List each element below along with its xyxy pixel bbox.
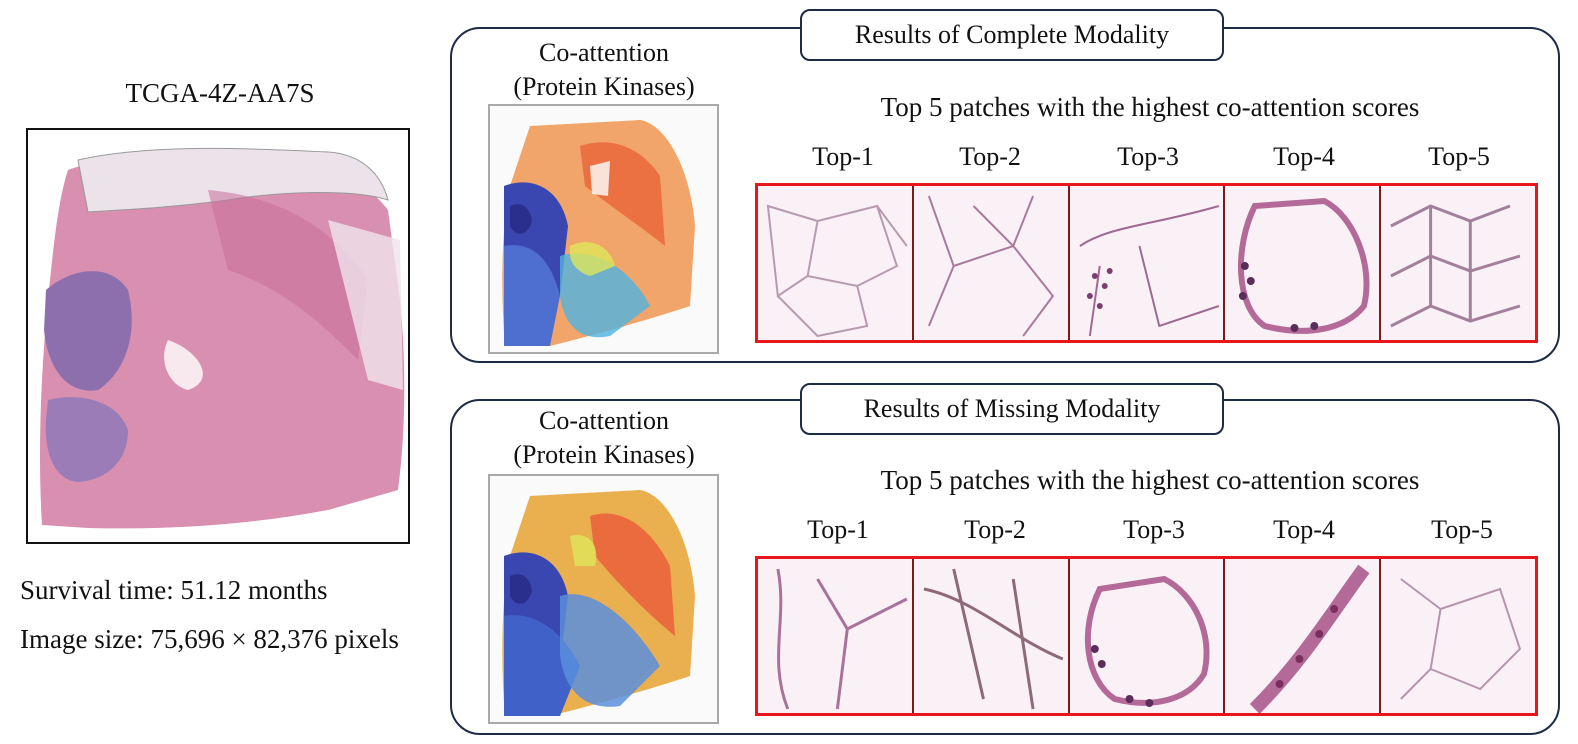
top-patches-caption-missing: Top 5 patches with the highest co-attent… xyxy=(880,465,1420,495)
top-patches-caption-complete: Top 5 patches with the highest co-attent… xyxy=(880,92,1420,122)
panel-title-missing: Results of Missing Modality xyxy=(800,383,1224,435)
patch-strip-missing xyxy=(755,556,1538,716)
coattention-heatmap-complete xyxy=(488,104,719,354)
coattention-heatmap-missing xyxy=(488,474,719,724)
patch-image-top4 xyxy=(1225,186,1382,340)
patch-label-top4: Top-4 xyxy=(1273,515,1335,544)
patch-image-top2 xyxy=(913,186,1070,340)
coattention-label-line2: (Protein Kinases) xyxy=(513,72,695,101)
panel-title-complete: Results of Complete Modality xyxy=(800,9,1224,61)
patch-label-top5: Top-5 xyxy=(1431,515,1493,544)
patch-image-top2 xyxy=(913,559,1070,713)
patch-label-top5: Top-5 xyxy=(1428,142,1490,171)
heatmap-shape xyxy=(502,120,695,346)
patch-label-top1: Top-1 xyxy=(812,142,874,171)
patch-image-top3 xyxy=(1069,559,1226,713)
coattention-label-line1: Co-attention xyxy=(539,38,669,67)
image-size-text: Image size: 75,696 × 82,376 pixels xyxy=(20,624,399,654)
whole-slide-image xyxy=(26,128,410,544)
survival-time-text: Survival time: 51.12 months xyxy=(20,575,328,605)
patch-label-top1: Top-1 xyxy=(807,515,869,544)
coattention-label-missing: Co-attention (Protein Kinases) xyxy=(488,404,720,472)
heatmap-shape xyxy=(502,490,695,716)
patch-strip-complete xyxy=(755,183,1538,343)
patch-image-top3 xyxy=(1069,186,1226,340)
patch-image-top4 xyxy=(1225,559,1382,713)
coattention-label-line2: (Protein Kinases) xyxy=(513,440,695,469)
coattention-label-complete: Co-attention (Protein Kinases) xyxy=(488,36,720,104)
patch-image-top1 xyxy=(758,186,914,340)
coattention-label-line1: Co-attention xyxy=(539,406,669,435)
patch-label-top2: Top-2 xyxy=(959,142,1021,171)
patch-label-top2: Top-2 xyxy=(964,515,1026,544)
case-id-title: TCGA-4Z-AA7S xyxy=(125,78,315,108)
patch-label-top3: Top-3 xyxy=(1123,515,1185,544)
patch-label-top4: Top-4 xyxy=(1273,142,1335,171)
patch-image-top5 xyxy=(1381,186,1535,340)
patch-label-top3: Top-3 xyxy=(1117,142,1179,171)
whole-slide-tissue xyxy=(40,147,405,529)
patch-image-top5 xyxy=(1381,559,1535,713)
patch-image-top1 xyxy=(758,559,914,713)
